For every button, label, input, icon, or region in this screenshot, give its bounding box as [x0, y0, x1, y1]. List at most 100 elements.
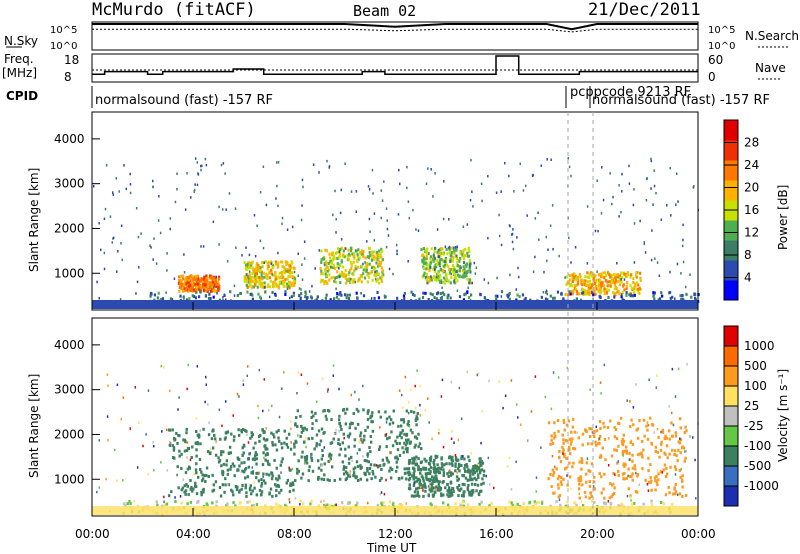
- power-cell: [245, 280, 248, 284]
- power-cell: [362, 268, 365, 272]
- velocity-cell: [321, 449, 324, 453]
- power-cell: [336, 247, 340, 251]
- velocity-cell: [592, 485, 595, 488]
- velocity-cell: [517, 416, 519, 419]
- velocity-cell: [183, 490, 186, 494]
- power-cell: [653, 184, 656, 188]
- power-cell: [635, 281, 639, 285]
- velocity-cell: [212, 428, 215, 432]
- power-cell: [516, 293, 519, 297]
- velocity-cell: [413, 456, 416, 460]
- cbar-tick-label: -100: [744, 439, 771, 453]
- power-cell: [450, 254, 453, 258]
- velocity-cell: [266, 447, 269, 451]
- velocity-cell: [447, 490, 450, 494]
- velocity-cell: [385, 421, 388, 424]
- velocity-cell: [450, 462, 454, 466]
- power-cell: [166, 252, 168, 255]
- velocity-cell: [308, 465, 311, 469]
- velocity-cell: [468, 490, 472, 494]
- velocity-cell: [222, 450, 225, 454]
- power-cell: [289, 296, 291, 300]
- power-cell: [418, 297, 421, 301]
- power-cell: [368, 217, 371, 221]
- power-cell: [282, 284, 286, 288]
- velocity-cell: [340, 427, 343, 431]
- power-cell: [676, 262, 679, 266]
- power-cell: [342, 249, 345, 253]
- power-cell: [129, 191, 132, 195]
- power-cell: [194, 283, 197, 287]
- velocity-cell: [201, 477, 205, 481]
- velocity-cell: [323, 446, 326, 449]
- velocity-cell: [422, 479, 425, 483]
- power-cell: [184, 208, 187, 211]
- velocity-cell: [629, 425, 632, 429]
- power-cell: [267, 265, 270, 269]
- power-cell: [262, 271, 266, 275]
- power-cell: [278, 281, 281, 285]
- power-cell: [198, 295, 201, 299]
- velocity-cell: [557, 483, 560, 487]
- power-cell: [620, 280, 623, 284]
- power-cell: [185, 281, 188, 285]
- power-cell: [623, 278, 626, 281]
- power-cell: [445, 277, 448, 281]
- velocity-cell: [221, 424, 223, 428]
- power-cell: [206, 284, 210, 288]
- y-tick-label: 1000: [54, 266, 85, 280]
- velocity-cell: [463, 483, 466, 487]
- velocity-cell: [341, 441, 345, 445]
- velocity-cell: [420, 447, 423, 451]
- power-cell: [195, 290, 198, 294]
- power-cell: [253, 213, 256, 217]
- velocity-cell: [378, 445, 382, 449]
- power-cell: [246, 264, 249, 268]
- velocity-cell: [553, 431, 556, 435]
- power-cell: [170, 298, 174, 302]
- velocity-cell: [508, 500, 511, 504]
- velocity-cell: [438, 428, 440, 432]
- power-cell: [96, 280, 98, 284]
- velocity-cell: [267, 462, 270, 466]
- velocity-cell: [231, 490, 234, 494]
- velocity-cell: [436, 463, 439, 467]
- velocity-cell: [457, 494, 460, 498]
- velocity-cell: [142, 444, 144, 448]
- velocity-cell: [475, 469, 479, 473]
- velocity-cell: [234, 484, 238, 488]
- power-cell: [600, 280, 603, 284]
- power-cell: [258, 269, 262, 273]
- power-cell: [357, 265, 360, 269]
- power-cell: [435, 278, 439, 282]
- velocity-cell: [510, 501, 513, 505]
- velocity-cell: [463, 457, 466, 461]
- power-cell: [469, 265, 471, 268]
- velocity-cell: [332, 364, 335, 367]
- power-cell: [435, 275, 438, 279]
- velocity-cell: [214, 480, 218, 484]
- velocity-cell: [377, 448, 381, 452]
- power-cell: [435, 263, 438, 267]
- power-cell: [574, 245, 577, 249]
- velocity-cell: [359, 434, 362, 438]
- velocity-cell: [260, 490, 264, 494]
- velocity-cell: [472, 467, 475, 471]
- velocity-cell: [326, 503, 329, 507]
- velocity-cell: [400, 393, 403, 397]
- velocity-cell: [581, 504, 585, 508]
- power-cell: [312, 163, 315, 166]
- velocity-cell: [429, 477, 432, 481]
- velocity-cell: [190, 485, 193, 489]
- velocity-cell: [261, 428, 264, 432]
- velocity-cell: [573, 501, 576, 505]
- power-cell: [334, 189, 336, 193]
- power-cell: [200, 168, 202, 172]
- power-cell: [598, 286, 601, 290]
- velocity-cell: [563, 452, 566, 456]
- velocity-cell: [657, 435, 660, 439]
- power-cell: [200, 164, 202, 168]
- velocity-cell: [386, 458, 389, 462]
- velocity-cell: [454, 462, 457, 466]
- power-cell: [481, 199, 483, 203]
